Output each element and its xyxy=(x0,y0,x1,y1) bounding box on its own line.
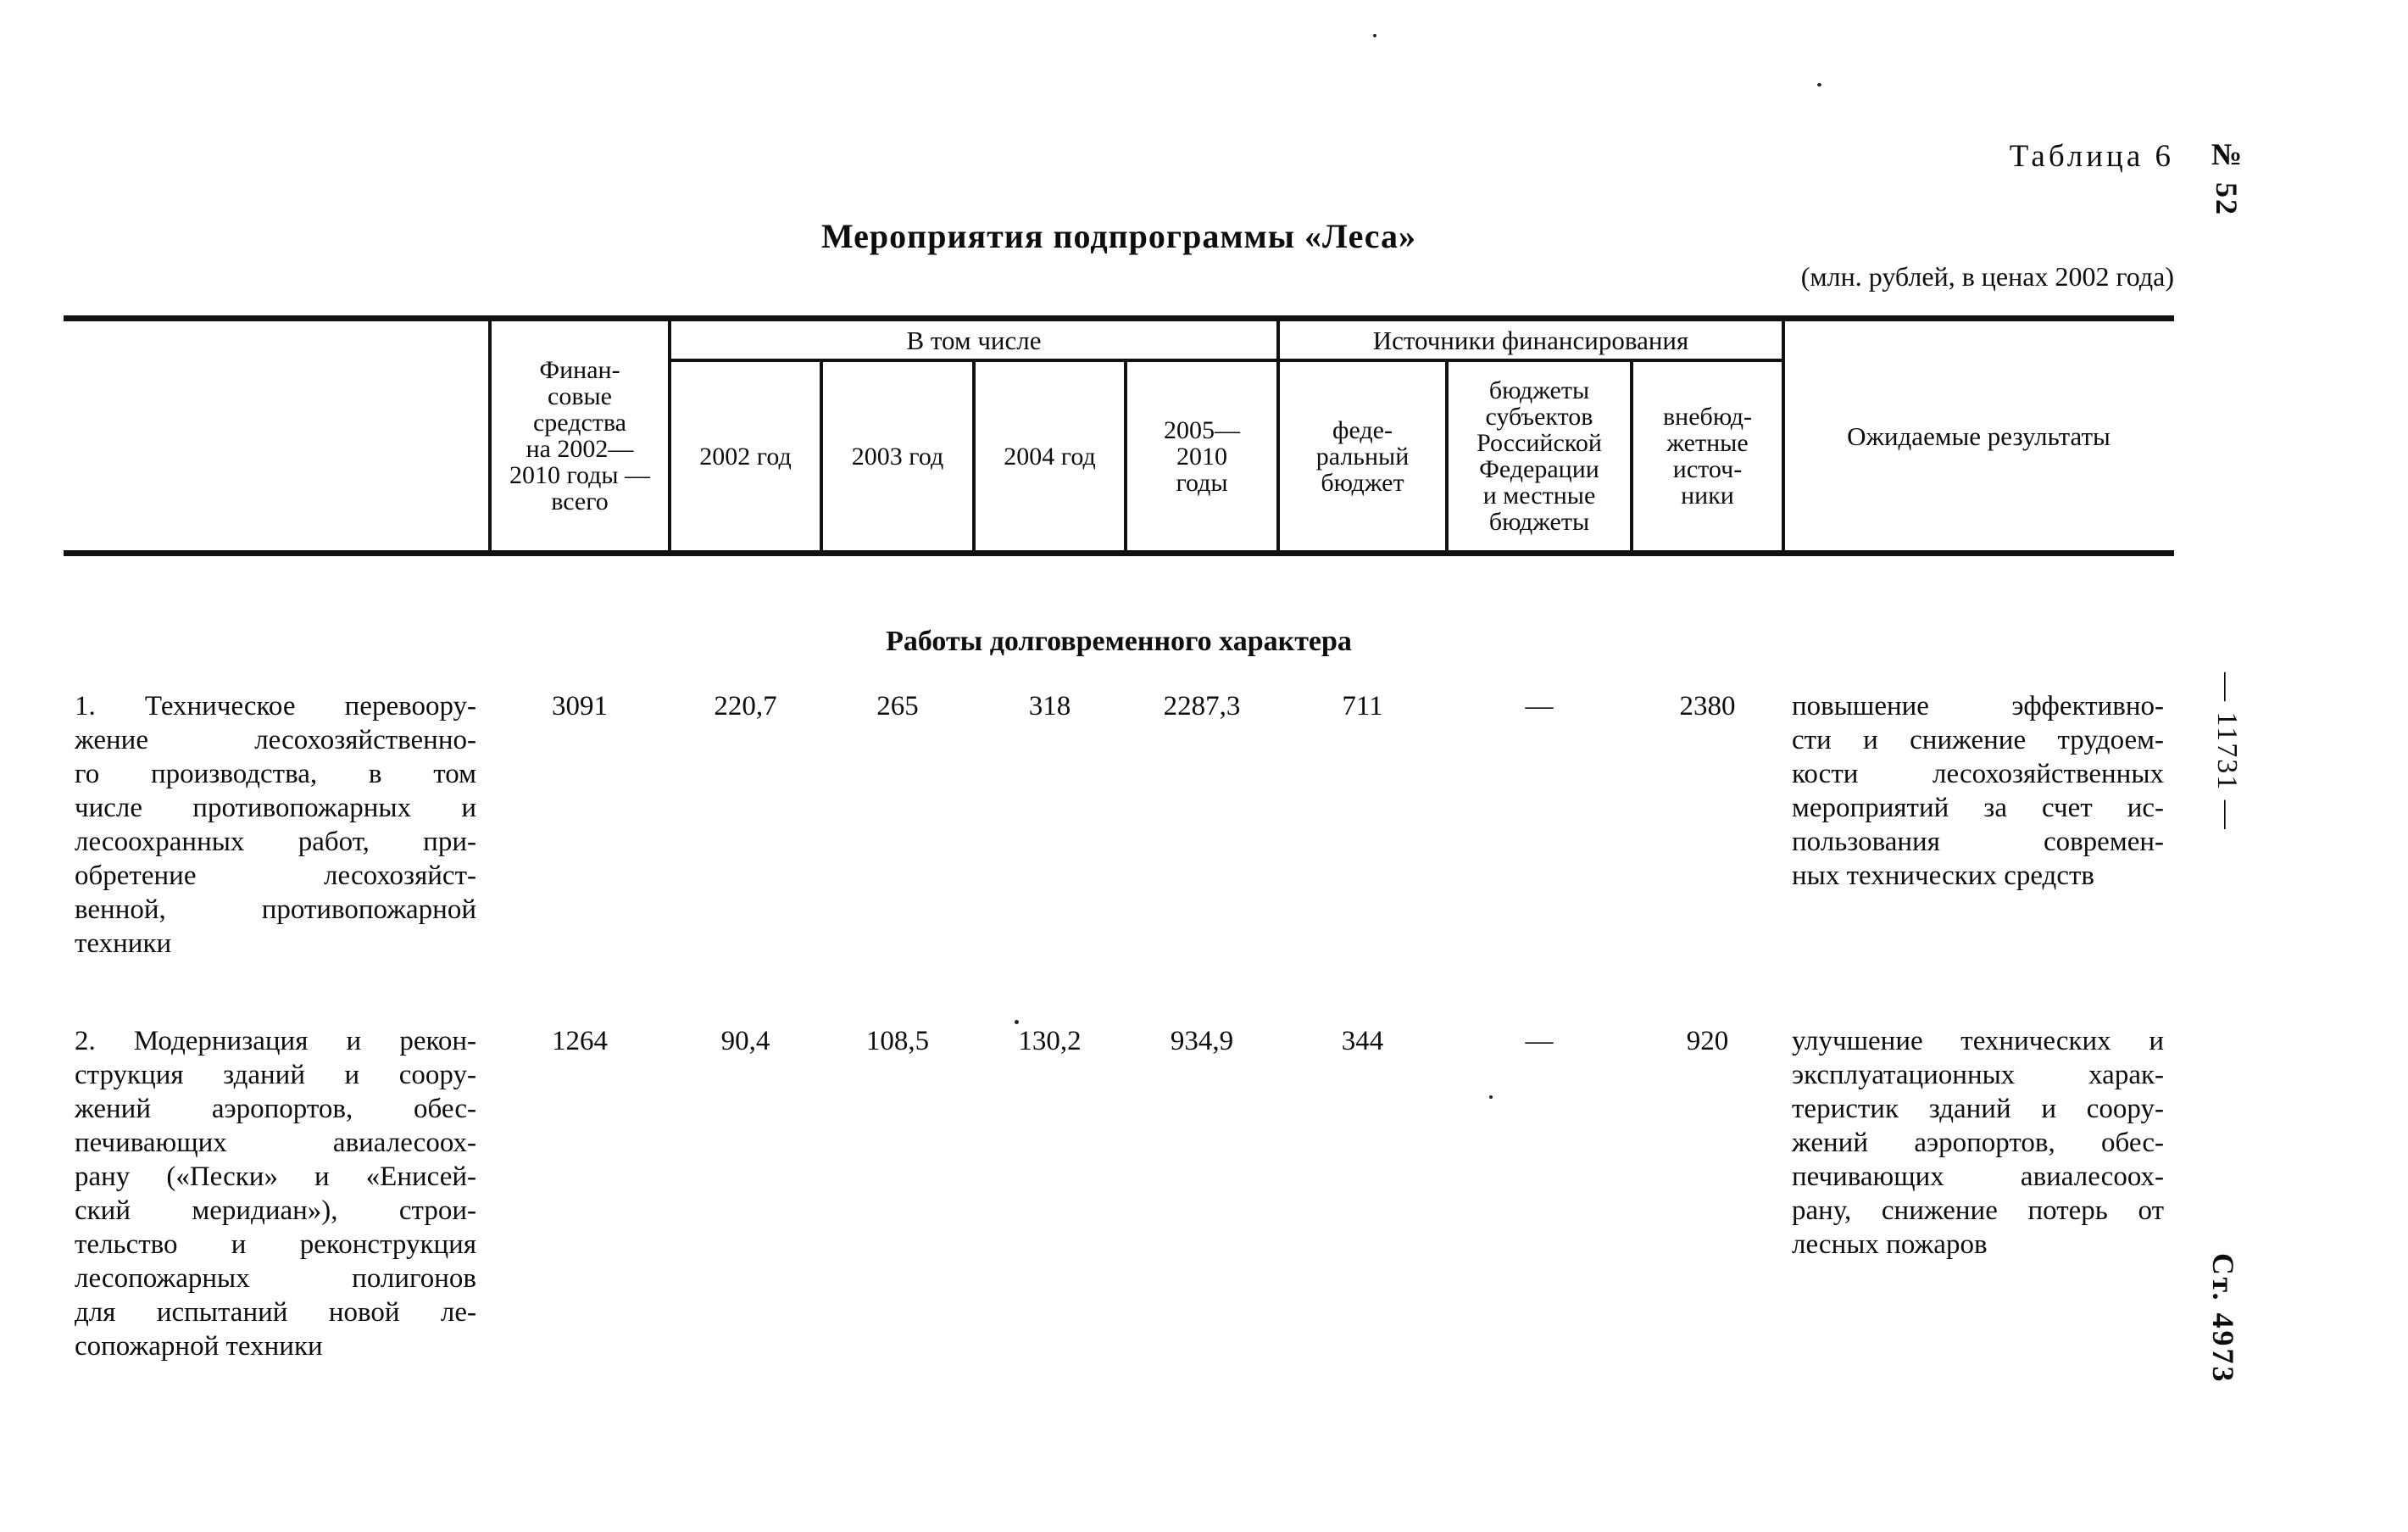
scan-speck xyxy=(1015,1020,1019,1024)
cell-extrabudgetary: 920 xyxy=(1686,1026,1729,1056)
text-line: рану, снижение потерь от xyxy=(1792,1195,2164,1226)
text-line: 2. Модернизация и рекон- xyxy=(75,1026,476,1056)
header-group-including: В том числе xyxy=(906,325,1042,355)
text-line: 1. Техническое перевоору- xyxy=(75,691,476,721)
text-line: кости лесохозяйственных xyxy=(1792,759,2164,789)
cell-year-2002: 90,4 xyxy=(720,1026,770,1056)
text-line: венной, противопожарной xyxy=(75,894,476,925)
table-row: 2. Модернизация и рекон-струкция зданий … xyxy=(64,1024,2174,1363)
table-vertical-rule xyxy=(1124,359,1127,556)
units-note: (млн. рублей, в ценах 2002 года) xyxy=(1800,261,2174,292)
text-line: рану («Пески» и «Енисей- xyxy=(75,1162,476,1192)
text-line: ский меридиан»), строи- xyxy=(75,1195,476,1226)
cell-year-2003: 265 xyxy=(876,691,919,721)
header-cell-year-2002: 2002 год xyxy=(699,442,792,471)
header-group-funding-sources: Источники финансирования xyxy=(1372,325,1689,355)
table-vertical-rule xyxy=(1445,359,1449,556)
table-row: 1. Техническое перевоору-жение лесохозяй… xyxy=(64,689,2174,961)
issue-number-sidebar: № 52 xyxy=(2210,137,2244,216)
cell-expected-results: повышение эффективно-сти и снижение труд… xyxy=(1783,689,2174,961)
cell-federal-budget: 711 xyxy=(1342,691,1383,721)
text-line: лесопожарных полигонов xyxy=(75,1263,476,1294)
cell-federal-budget: 344 xyxy=(1341,1026,1384,1056)
text-line: лесоохранных работ, при- xyxy=(75,827,476,857)
scan-speck xyxy=(1489,1095,1493,1099)
text-line: жений аэропортов, обес- xyxy=(1792,1128,2164,1158)
text-line: числе противопожарных и xyxy=(75,793,476,823)
text-line: сти и снижение трудоем- xyxy=(1792,725,2164,755)
text-line: техники xyxy=(75,928,172,959)
section-title: Работы долговременного характера xyxy=(886,626,1352,657)
page-title: Мероприятия подпрограммы «Леса» xyxy=(820,217,1417,255)
row-label: 2. Модернизация и рекон-струкция зданий … xyxy=(64,1024,490,1363)
table-vertical-rule xyxy=(488,315,492,556)
running-page-number-sidebar: — 11731 — xyxy=(2211,672,2243,831)
cell-finance-total: 3091 xyxy=(552,691,608,721)
text-line: теристик зданий и соору- xyxy=(1792,1094,2164,1124)
text-line: печивающих авиалесоох- xyxy=(1792,1162,2164,1192)
table-vertical-rule xyxy=(1782,315,1785,556)
text-line: печивающих авиалесоох- xyxy=(75,1128,476,1158)
text-line: сопожарной техники xyxy=(75,1331,323,1362)
row-label: 1. Техническое перевоору-жение лесохозяй… xyxy=(64,689,490,961)
header-cell-finance-total: Финан- совые средства на 2002— 2010 годы… xyxy=(509,356,651,515)
header-cell-year-2003: 2003 год xyxy=(851,442,944,471)
scan-speck xyxy=(1373,34,1376,37)
header-cell-year-2004: 2004 год xyxy=(1004,442,1096,471)
header-cell-extrabudgetary: внебюд- жетные источ- ники xyxy=(1663,403,1752,510)
text-line: для испытаний новой ле- xyxy=(75,1297,476,1328)
cell-year-2002: 220,7 xyxy=(714,691,777,721)
table-vertical-rule xyxy=(972,359,976,556)
text-line: повышение эффективно- xyxy=(1792,691,2164,721)
text-line: пользования современ- xyxy=(1792,827,2164,857)
scan-speck xyxy=(1817,83,1821,86)
text-line: обретение лесохозяйст- xyxy=(75,861,476,891)
header-cell-federal-budget: феде- ральный бюджет xyxy=(1315,415,1410,497)
cell-finance-total: 1264 xyxy=(552,1026,608,1056)
table-header-bottom-border xyxy=(64,550,2174,556)
table-vertical-rule xyxy=(820,359,823,556)
cell-regional-budgets: — xyxy=(1525,1026,1554,1056)
table-vertical-rule xyxy=(668,315,671,556)
header-cell-regional-budgets: бюджеты субъектов Российской Федерации и… xyxy=(1476,376,1602,536)
table-group-underline xyxy=(670,359,1783,362)
cell-year-2004: 318 xyxy=(1028,691,1071,721)
header-cell-years-2005-2010: 2005— 2010 годы xyxy=(1164,415,1240,497)
table-vertical-rule xyxy=(1630,359,1633,556)
cell-expected-results: улучшение технических и эксплуатационных … xyxy=(1783,1024,2174,1363)
text-line: жений аэропортов, обес- xyxy=(75,1094,476,1124)
cell-extrabudgetary: 2380 xyxy=(1679,691,1736,721)
cell-year-2004: 130,2 xyxy=(1018,1026,1082,1056)
text-line: мероприятий за счет ис- xyxy=(1792,793,2164,823)
cell-years-2005-2010: 2287,3 xyxy=(1163,691,1241,721)
text-line: эксплуатационных харак- xyxy=(1792,1060,2164,1090)
text-line: улучшение технических и xyxy=(1792,1026,2164,1056)
header-cell-expected-results: Ожидаемые результаты xyxy=(1847,421,2110,451)
text-line: го производства, в том xyxy=(75,759,476,789)
table-number-label: Таблица 6 xyxy=(2009,139,2174,174)
text-line: ных технических средств xyxy=(1792,861,2094,891)
article-number-sidebar: Ст. 4973 xyxy=(2206,1253,2240,1384)
text-line: струкция зданий и соору- xyxy=(75,1060,476,1090)
cell-year-2003: 108,5 xyxy=(865,1026,930,1056)
cell-regional-budgets: — xyxy=(1525,691,1554,721)
text-line: лесных пожаров xyxy=(1792,1229,1988,1260)
text-line: тельство и реконструкция xyxy=(75,1229,476,1260)
text-line: жение лесохозяйственно- xyxy=(75,725,476,755)
cell-years-2005-2010: 934,9 xyxy=(1170,1026,1234,1056)
table-vertical-rule xyxy=(1276,315,1280,556)
table-border-top xyxy=(64,315,2174,321)
